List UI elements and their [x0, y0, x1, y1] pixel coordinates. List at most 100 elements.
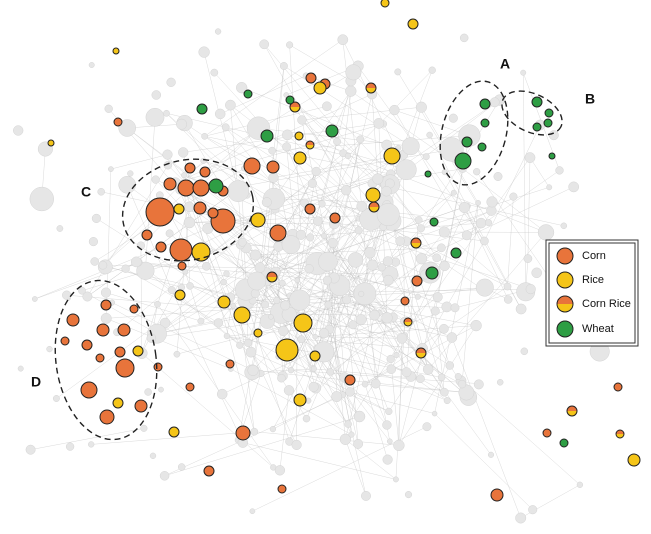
node — [183, 216, 196, 229]
node — [358, 290, 365, 297]
node — [145, 107, 165, 127]
node — [244, 338, 253, 347]
corn-node — [184, 162, 196, 174]
node — [308, 381, 319, 392]
corn-node — [96, 323, 110, 337]
node — [307, 178, 317, 188]
corn-node — [155, 241, 167, 253]
node — [426, 131, 433, 139]
node — [496, 379, 504, 386]
corn-node — [266, 160, 280, 174]
node — [312, 216, 323, 226]
node — [353, 438, 364, 449]
node — [396, 332, 408, 344]
node — [268, 146, 277, 155]
node — [461, 230, 472, 241]
rice-node — [275, 338, 299, 362]
corn-node — [400, 296, 410, 306]
node — [528, 505, 538, 515]
crop-nodes — [47, 0, 641, 502]
node — [326, 368, 335, 376]
rice-node — [365, 187, 381, 203]
wheat-node — [480, 118, 490, 128]
corn-rice-node — [290, 107, 300, 112]
node — [337, 34, 349, 46]
node — [236, 341, 244, 349]
node — [383, 274, 394, 286]
corn-node — [153, 362, 163, 372]
node — [364, 246, 376, 259]
node — [46, 345, 53, 353]
node — [327, 237, 338, 248]
node — [247, 364, 259, 376]
edge-lines — [30, 39, 600, 519]
node — [25, 444, 36, 455]
corn-node — [95, 353, 105, 363]
node — [88, 441, 95, 448]
node — [163, 109, 170, 117]
cluster-label: D — [31, 374, 41, 390]
node — [289, 289, 311, 311]
node — [29, 186, 54, 212]
corn-rice-node — [267, 272, 277, 277]
node — [302, 414, 311, 423]
node — [268, 314, 274, 320]
wheat-node — [260, 129, 274, 143]
node — [393, 439, 405, 452]
wheat-node — [208, 178, 224, 194]
legend-swatch — [556, 295, 574, 313]
node — [372, 173, 384, 185]
node — [441, 301, 453, 313]
node — [100, 287, 112, 298]
node — [100, 312, 112, 324]
wheat-node — [477, 142, 487, 152]
cluster-outline — [121, 158, 255, 262]
node — [344, 152, 352, 160]
node — [319, 328, 330, 339]
node — [415, 253, 428, 265]
node — [381, 185, 392, 197]
node — [273, 296, 281, 305]
node — [344, 420, 352, 428]
node — [382, 454, 393, 465]
node — [331, 391, 343, 403]
node — [416, 374, 425, 384]
corn-rice-node — [567, 411, 577, 416]
node — [163, 160, 173, 170]
node — [108, 166, 114, 172]
node — [283, 385, 295, 396]
rice-node — [173, 203, 185, 215]
node — [279, 62, 288, 70]
node — [167, 286, 176, 294]
node — [250, 288, 260, 299]
rice-node — [168, 426, 180, 438]
corn-node — [60, 336, 70, 346]
rice-node — [112, 47, 120, 55]
rice-node — [380, 0, 390, 8]
node — [354, 226, 363, 235]
wheat-node — [543, 118, 553, 128]
node — [437, 373, 446, 382]
node — [520, 69, 527, 76]
node — [361, 490, 371, 501]
node — [454, 373, 462, 380]
node — [437, 243, 446, 253]
node — [370, 378, 381, 389]
node — [254, 262, 266, 273]
node — [555, 166, 564, 175]
corn-node — [114, 346, 126, 358]
node — [318, 251, 338, 272]
legend-border — [548, 242, 636, 344]
node — [177, 463, 186, 471]
node — [159, 471, 170, 481]
corn-rice-node — [566, 405, 578, 417]
corn-rice-node — [267, 277, 277, 282]
node — [439, 260, 450, 272]
cluster-outline — [54, 279, 158, 441]
node — [489, 97, 500, 108]
node — [159, 317, 171, 329]
corn-node — [117, 323, 131, 337]
node — [118, 119, 136, 137]
node — [422, 153, 430, 161]
